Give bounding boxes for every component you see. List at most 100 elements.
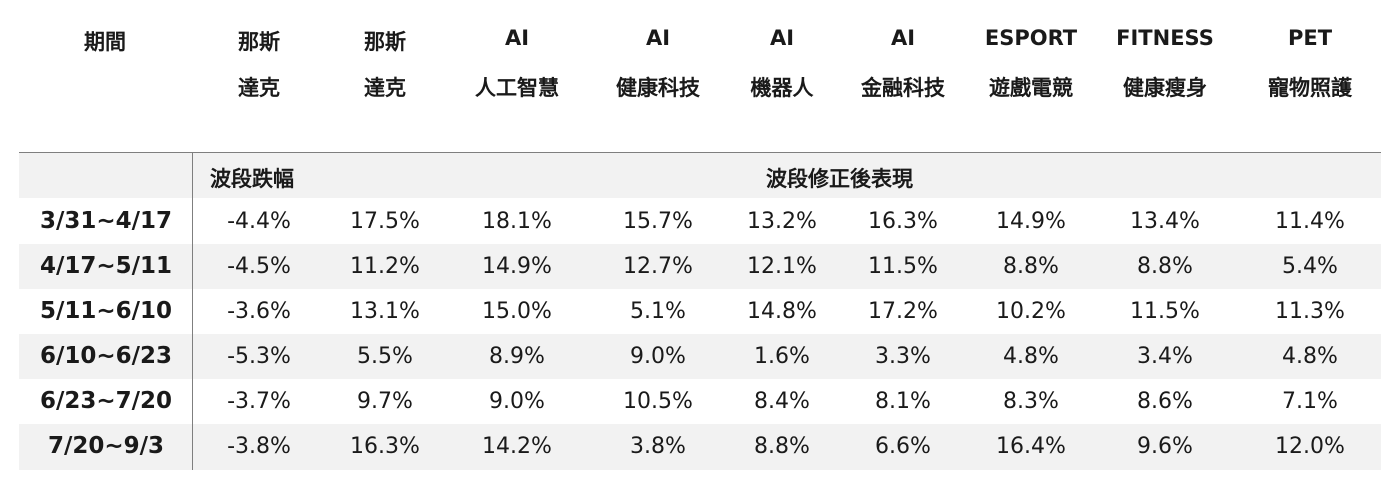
column-header-7-line1: ESPORT <box>984 26 1078 50</box>
value-cell: 14.2% <box>482 434 552 459</box>
value-cell: 3.8% <box>630 434 686 459</box>
table-row: 7/20~9/3 -3.8% 16.3% 14.2% 3.8% 8.8% 6.6% 16.4%… <box>0 424 1391 469</box>
value-cell: 8.8% <box>1137 254 1193 279</box>
value-cell: 10.5% <box>623 389 693 414</box>
column-header-1-line1: 那斯 <box>238 30 280 54</box>
value-cell: 8.4% <box>754 389 810 414</box>
value-cell: 13.2% <box>747 209 817 234</box>
value-cell: 5.5% <box>357 344 413 369</box>
period-column-divider <box>192 152 193 470</box>
value-cell: 5.1% <box>630 299 686 324</box>
value-cell: 9.0% <box>630 344 686 369</box>
value-cell: 8.8% <box>754 434 810 459</box>
column-header-2-line2: 達克 <box>364 76 406 100</box>
column-header-2: 那斯 達克 <box>325 0 445 110</box>
value-cell: 15.7% <box>623 209 693 234</box>
value-cell: 16.3% <box>868 209 938 234</box>
value-cell: 8.1% <box>875 389 931 414</box>
period-cell: 6/10~6/23 <box>39 343 173 369</box>
table-row: 6/10~6/23 -5.3% 5.5% 8.9% 9.0% 1.6% 3.3% 4.8% 3.… <box>0 334 1391 379</box>
value-cell: 11.3% <box>1275 299 1345 324</box>
table-row: 4/17~5/11 -4.5% 11.2% 14.9% 12.7% 12.1% 11.5% 8… <box>0 244 1391 289</box>
value-cell: 8.9% <box>489 344 545 369</box>
value-cell: 15.0% <box>482 299 552 324</box>
column-header-9: PET 寵物照護 <box>1240 0 1380 110</box>
column-header-1: 那斯 達克 <box>199 0 319 110</box>
period-header-label: 期間 <box>84 30 126 54</box>
period-cell: 7/20~9/3 <box>47 433 165 459</box>
value-cell: 3.3% <box>875 344 931 369</box>
value-cell: 8.8% <box>1003 254 1059 279</box>
value-cell: 9.7% <box>357 389 413 414</box>
value-cell: 8.6% <box>1137 389 1193 414</box>
value-cell: 8.3% <box>1003 389 1059 414</box>
value-cell: -3.6% <box>227 299 291 324</box>
column-header-4: AI 健康科技 <box>593 0 723 110</box>
value-cell: 10.2% <box>996 299 1066 324</box>
column-header-7-line2: 遊戲電競 <box>989 76 1073 100</box>
value-cell: 14.8% <box>747 299 817 324</box>
column-header-5-line2: 機器人 <box>750 76 814 100</box>
value-cell: 11.4% <box>1275 209 1345 234</box>
column-header-8: FITNESS 健康瘦身 <box>1100 0 1230 110</box>
value-cell: -3.7% <box>227 389 291 414</box>
period-cell: 4/17~5/11 <box>39 253 173 279</box>
value-cell: 14.9% <box>482 254 552 279</box>
value-cell: -5.3% <box>227 344 291 369</box>
value-cell: 16.4% <box>996 434 1066 459</box>
period-cell: 6/23~7/20 <box>39 388 173 414</box>
value-cell: 17.5% <box>350 209 420 234</box>
value-cell: 12.7% <box>623 254 693 279</box>
value-cell: 5.4% <box>1282 254 1338 279</box>
value-cell: 4.8% <box>1003 344 1059 369</box>
table-row: 6/23~7/20 -3.7% 9.7% 9.0% 10.5% 8.4% 8.1% 8.3% 8… <box>0 379 1391 424</box>
value-cell: -4.5% <box>227 254 291 279</box>
subheader-band <box>19 153 1381 198</box>
column-header-8-line2: 健康瘦身 <box>1123 76 1207 100</box>
column-header-1-line2: 達克 <box>238 76 280 100</box>
value-cell: 13.4% <box>1130 209 1200 234</box>
row-band-4 <box>19 334 1381 379</box>
column-header-9-line2: 寵物照護 <box>1268 76 1352 100</box>
value-cell: 1.6% <box>754 344 810 369</box>
period-header: 期間 <box>30 0 180 110</box>
value-cell: 6.6% <box>875 434 931 459</box>
column-header-4-line1: AI <box>645 26 671 50</box>
column-header-4-line2: 健康科技 <box>616 76 700 100</box>
column-header-3-line2: 人工智慧 <box>475 76 559 100</box>
column-header-2-line1: 那斯 <box>364 30 406 54</box>
value-cell: 7.1% <box>1282 389 1338 414</box>
row-band-6 <box>19 424 1381 470</box>
value-cell: 12.0% <box>1275 434 1345 459</box>
column-header-6-line1: AI <box>890 26 916 50</box>
column-header-6-line2: 金融科技 <box>861 76 945 100</box>
column-header-3-line1: AI <box>504 26 530 50</box>
value-cell: 11.2% <box>350 254 420 279</box>
value-cell: 11.5% <box>868 254 938 279</box>
value-cell: 13.1% <box>350 299 420 324</box>
column-header-5: AI 機器人 <box>727 0 837 110</box>
table-row: 5/11~6/10 -3.6% 13.1% 15.0% 5.1% 14.8% 17.2% 10… <box>0 289 1391 334</box>
value-cell: 9.6% <box>1137 434 1193 459</box>
value-cell: 9.0% <box>489 389 545 414</box>
column-header-6: AI 金融科技 <box>838 0 968 110</box>
value-cell: 17.2% <box>868 299 938 324</box>
column-header-9-line1: PET <box>1287 26 1333 50</box>
column-header-3: AI 人工智慧 <box>452 0 582 110</box>
period-cell: 3/31~4/17 <box>39 208 173 234</box>
value-cell: -4.4% <box>227 209 291 234</box>
period-cell: 5/11~6/10 <box>39 298 173 324</box>
value-cell: 4.8% <box>1282 344 1338 369</box>
value-cell: 16.3% <box>350 434 420 459</box>
column-header-7: ESPORT 遊戲電競 <box>966 0 1096 110</box>
value-cell: -3.8% <box>227 434 291 459</box>
column-header-5-line1: AI <box>769 26 795 50</box>
value-cell: 12.1% <box>747 254 817 279</box>
value-cell: 18.1% <box>482 209 552 234</box>
value-cell: 11.5% <box>1130 299 1200 324</box>
value-cell: 14.9% <box>996 209 1066 234</box>
row-band-2 <box>19 244 1381 289</box>
column-header-8-line1: FITNESS <box>1116 26 1214 50</box>
table-row: 3/31~4/17 -4.4% 17.5% 18.1% 15.7% 13.2% 16.3% 1… <box>0 199 1391 244</box>
subheader-drawdown: 波段跌幅 <box>210 167 294 191</box>
